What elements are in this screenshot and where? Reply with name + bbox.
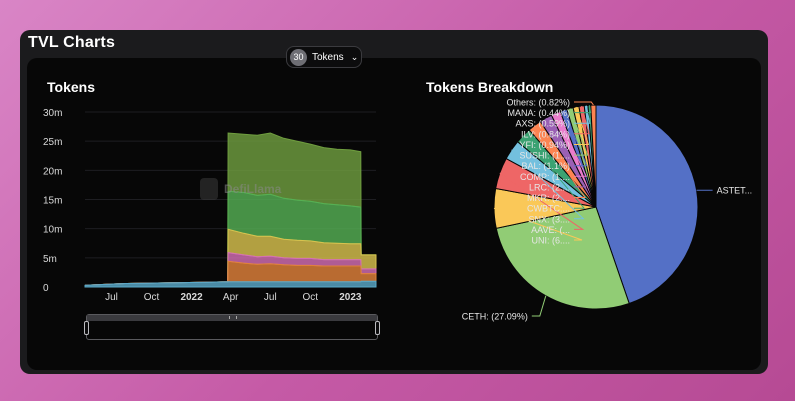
brush-grip-icon[interactable] <box>229 316 237 319</box>
pie-label-leader <box>574 106 590 145</box>
tokens-count-select[interactable]: 30 Tokens ⌄ <box>286 46 362 68</box>
x-tick-label: Jul <box>264 292 277 303</box>
pie-slice-label: ILV: (0.84%) <box>521 129 570 139</box>
pie-label-leader <box>574 101 594 106</box>
pie-label-leader <box>563 110 588 167</box>
pie-slice-label: Others: (0.82%) <box>506 98 570 108</box>
brush-track[interactable] <box>87 315 377 321</box>
y-tick-label: 30m <box>43 108 62 119</box>
x-tick-label: 2022 <box>180 292 203 303</box>
pie-label-leader <box>511 149 585 220</box>
pie-slice-label: MANA: (0.44%) <box>507 108 570 118</box>
pie-slice-label: LRC: (2.... <box>529 182 570 192</box>
pie-label-leader <box>574 105 591 124</box>
pie-label-leader <box>531 295 547 317</box>
x-tick-label: Jul <box>105 292 118 303</box>
pie-label-leader <box>574 105 592 114</box>
watermark-text: DefiLlama <box>224 182 282 196</box>
y-tick-label: 5m <box>43 254 57 265</box>
chevron-down-icon: ⌄ <box>350 51 359 62</box>
tokens-area-chart[interactable]: 0 5m 10m 15m 20m 25m 30m Jul Oct 2022 Apr Jul Oct 202… <box>40 100 390 312</box>
pie-slice[interactable] <box>595 104 699 305</box>
select-label: Tokens <box>312 51 344 63</box>
pie-slice[interactable] <box>590 104 597 208</box>
date-range-brush[interactable] <box>84 314 380 340</box>
pie-slice-label: AAVE: (... <box>531 225 570 235</box>
pie-slice-label: CETH: (27.09%) <box>462 312 528 322</box>
pie-label-leader <box>534 125 586 198</box>
pie-slice-label: UNI: (6.... <box>531 236 570 246</box>
y-tick-label: 0 <box>43 283 49 294</box>
x-tick-label: 2023 <box>339 292 362 303</box>
pie-label-leader <box>522 135 586 209</box>
pie-label-leader <box>574 105 590 135</box>
y-tick-label: 25m <box>43 137 62 148</box>
pie-slice-label: YFI: (0.94%) <box>519 140 570 150</box>
pie-label-leader <box>555 112 588 177</box>
brush-handle-left[interactable] <box>84 321 89 335</box>
pie-slice-label: MKR: (2.... <box>527 193 570 203</box>
y-tick-label: 15m <box>43 196 62 207</box>
watermark: DefiLlama <box>200 178 281 200</box>
pie-slice-label: ASTET... <box>717 186 753 196</box>
y-tick-label: 10m <box>43 225 62 236</box>
pie-slice-label: SNX: (3.... <box>528 214 570 224</box>
tokens-breakdown-pie[interactable]: UNI: (6....AAVE: (...SNX: (3....CWBTC:..… <box>400 90 770 330</box>
area-series-other[interactable] <box>84 280 377 288</box>
x-tick-label: Oct <box>303 292 319 303</box>
tokens-breakdown-title: Tokens Breakdown <box>426 79 554 95</box>
x-tick-label: Apr <box>223 292 239 303</box>
card-title: TVL Charts <box>28 34 116 51</box>
x-tick-label: Oct <box>144 292 160 303</box>
pie-label-leader <box>493 207 583 241</box>
defillama-logo-icon <box>200 178 218 200</box>
brush-handle-right[interactable] <box>375 321 380 335</box>
y-tick-label: 20m <box>43 166 62 177</box>
pie-slice-label: SUSHI: (1.... <box>519 151 570 161</box>
pie-slice-label: CWBTC:... <box>527 204 570 214</box>
tokens-chart-title: Tokens <box>47 79 95 95</box>
pie-slice-label: COMP: (1.... <box>520 172 570 182</box>
pie-label-leader <box>569 108 589 156</box>
token-count-badge: 30 <box>290 48 307 66</box>
pie-label-leader <box>545 117 587 188</box>
pie-slice-label: BAL: (1.1%) <box>521 161 570 171</box>
pie-slice-label: AXS: (0.59%) <box>515 119 570 129</box>
pie-slice[interactable] <box>495 206 630 310</box>
pie-label-leader <box>499 172 585 230</box>
